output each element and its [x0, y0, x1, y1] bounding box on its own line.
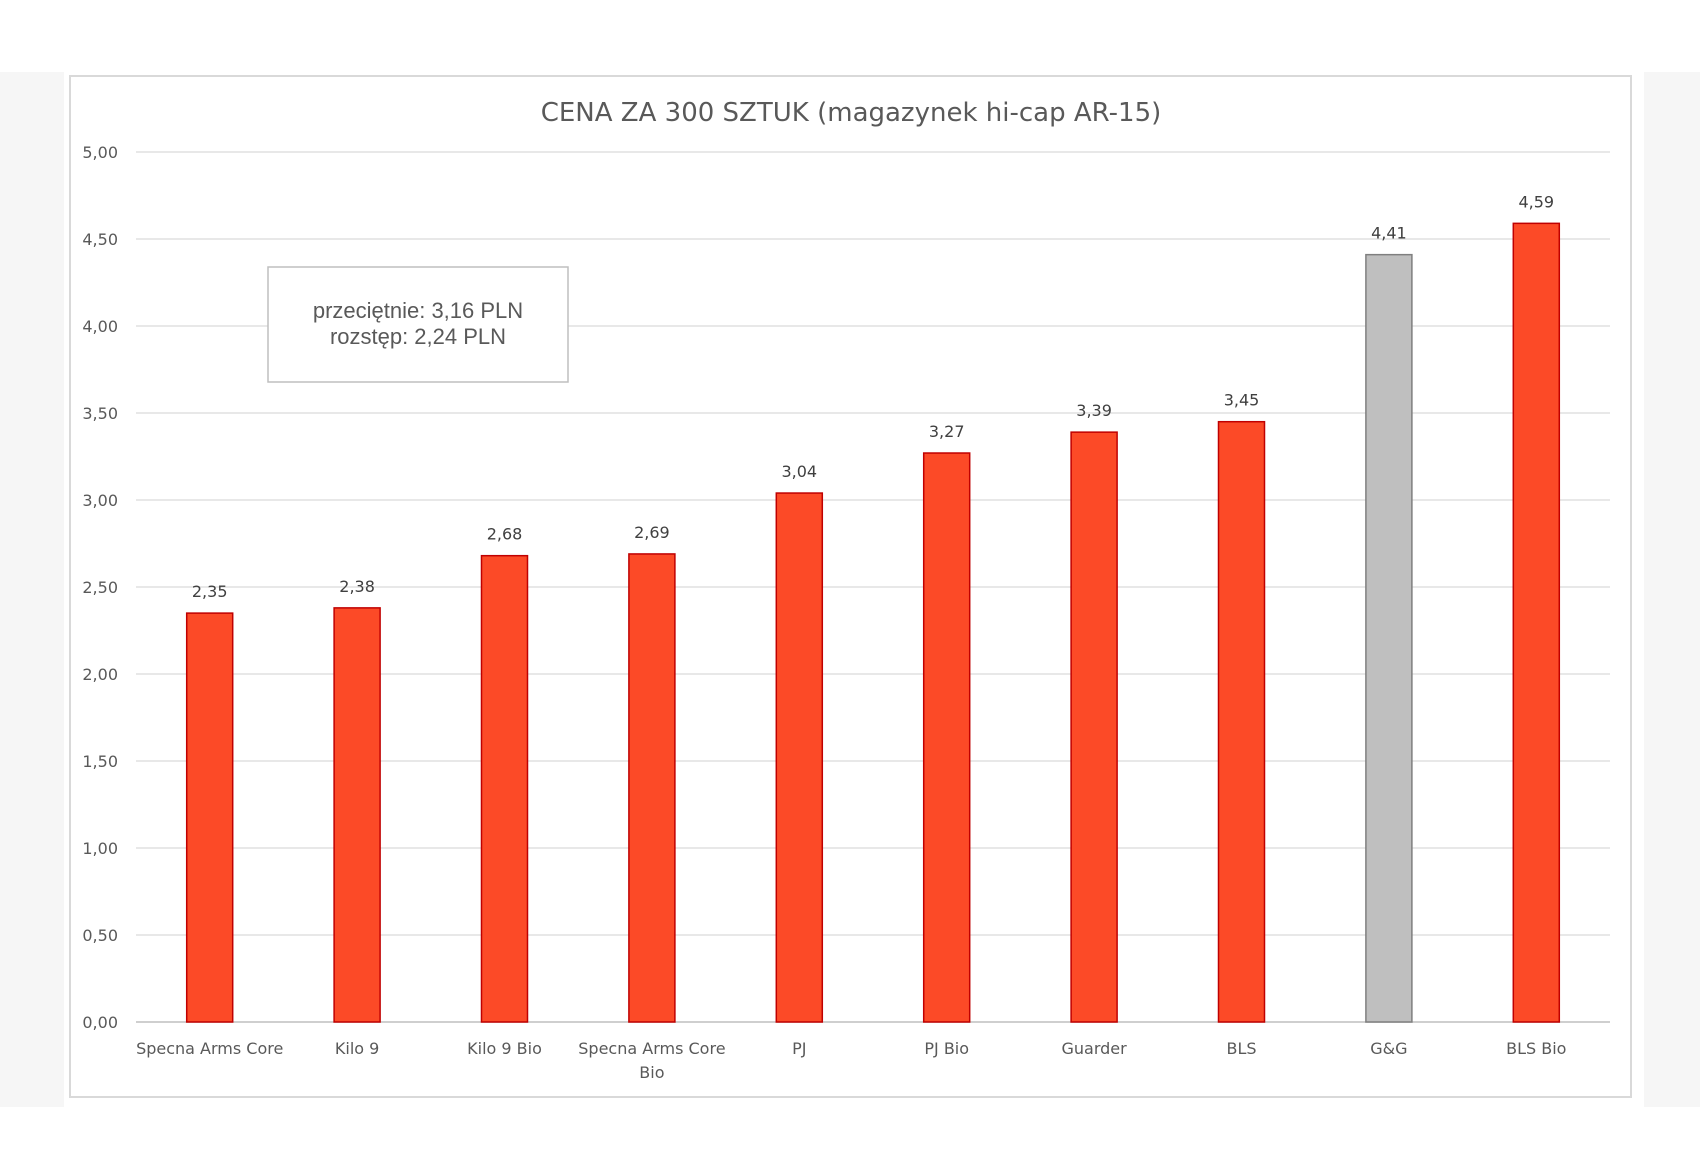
y-axis-ticks: 0,00 0,50 1,00 1,50 2,00 2,50 3,00 3,50 4,00 4,50… — [82, 143, 118, 1032]
category-label: Bio — [639, 1063, 664, 1082]
y-tick-label: 2,00 — [82, 665, 118, 684]
category-label: G&G — [1370, 1039, 1407, 1058]
value-label: 3,04 — [781, 462, 817, 481]
bar — [1217, 420, 1266, 1023]
y-tick-label: 3,50 — [82, 404, 118, 423]
category-label: Guarder — [1061, 1039, 1127, 1058]
y-tick-label: 5,00 — [82, 143, 118, 162]
category-label: Specna Arms Core — [136, 1039, 283, 1058]
value-label: 4,41 — [1371, 224, 1407, 243]
annotation-average: przeciętnie: 3,16 PLN — [313, 298, 523, 323]
category-label: Specna Arms Core — [578, 1039, 725, 1058]
y-tick-label: 3,00 — [82, 491, 118, 510]
y-tick-label: 2,50 — [82, 578, 118, 597]
value-label: 2,68 — [487, 525, 523, 544]
y-tick-label: 1,50 — [82, 752, 118, 771]
y-tick-label: 4,00 — [82, 317, 118, 336]
bars — [185, 222, 1561, 1023]
value-label: 2,69 — [634, 523, 670, 542]
bar — [775, 492, 824, 1023]
value-label: 3,45 — [1224, 391, 1260, 410]
category-label: Kilo 9 — [335, 1039, 379, 1058]
value-label: 3,27 — [929, 422, 965, 441]
annotation-box-border — [267, 266, 569, 383]
category-label: Kilo 9 Bio — [467, 1039, 542, 1058]
value-label: 3,39 — [1076, 401, 1112, 420]
chart-title: CENA ZA 300 SZTUK (magazynek hi-cap AR-1… — [541, 98, 1162, 128]
y-tick-label: 4,50 — [82, 230, 118, 249]
stats-annotation-box: przeciętnie: 3,16 PLN rozstęp: 2,24 PLN — [267, 266, 569, 383]
left-page-margin — [0, 72, 64, 1107]
bar — [333, 607, 381, 1023]
value-label: 2,35 — [192, 582, 228, 601]
value-labels: 2,35 2,38 2,68 2,69 3,04 3,27 3,39 3,45 4,41 4,59 — [192, 192, 1554, 601]
bar — [1512, 222, 1561, 1023]
bar — [480, 554, 529, 1023]
value-label: 2,38 — [339, 577, 375, 596]
y-tick-label: 0,50 — [82, 926, 118, 945]
y-tick-label: 1,00 — [82, 839, 118, 858]
right-page-margin — [1644, 72, 1700, 1107]
bar — [628, 553, 676, 1023]
annotation-range: rozstęp: 2,24 PLN — [330, 324, 506, 349]
category-label: BLS — [1226, 1039, 1256, 1058]
gridlines — [136, 151, 1610, 1023]
value-label: 4,59 — [1518, 192, 1554, 211]
bar — [185, 612, 234, 1023]
bar — [1070, 431, 1118, 1023]
bar — [1365, 253, 1413, 1023]
y-tick-label: 0,00 — [82, 1013, 118, 1032]
category-label: PJ Bio — [924, 1039, 969, 1058]
category-label: PJ — [792, 1039, 806, 1058]
category-labels: Specna Arms Core Kilo 9 Kilo 9 Bio Specna A… — [136, 1039, 1566, 1082]
category-label: BLS Bio — [1506, 1039, 1566, 1058]
bar — [922, 452, 971, 1023]
